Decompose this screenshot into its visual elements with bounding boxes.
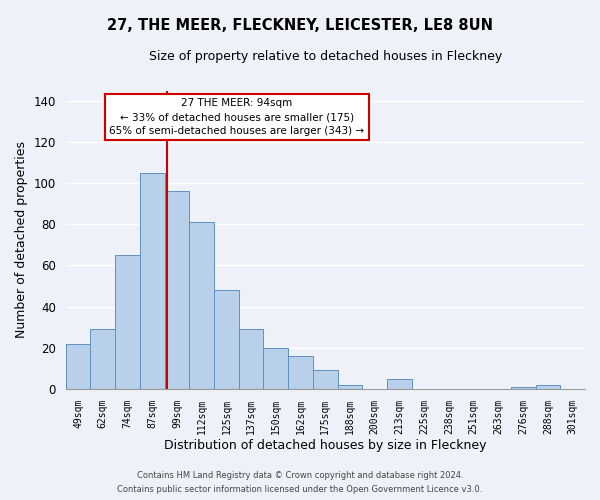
Bar [164, 192, 190, 389]
Bar [115, 255, 140, 389]
Bar [338, 385, 362, 389]
Bar [263, 348, 288, 389]
Bar [65, 344, 91, 389]
Bar [387, 378, 412, 389]
Bar [214, 290, 239, 389]
Bar [140, 173, 164, 389]
Bar [313, 370, 338, 389]
X-axis label: Distribution of detached houses by size in Fleckney: Distribution of detached houses by size … [164, 440, 487, 452]
Text: 27, THE MEER, FLECKNEY, LEICESTER, LE8 8UN: 27, THE MEER, FLECKNEY, LEICESTER, LE8 8… [107, 18, 493, 32]
Bar [536, 385, 560, 389]
Title: Size of property relative to detached houses in Fleckney: Size of property relative to detached ho… [149, 50, 502, 63]
Bar [239, 330, 263, 389]
Y-axis label: Number of detached properties: Number of detached properties [15, 142, 28, 338]
Bar [91, 330, 115, 389]
Bar [511, 387, 536, 389]
Text: Contains HM Land Registry data © Crown copyright and database right 2024.
Contai: Contains HM Land Registry data © Crown c… [118, 472, 482, 494]
Bar [288, 356, 313, 389]
Text: 27 THE MEER: 94sqm
← 33% of detached houses are smaller (175)
65% of semi-detach: 27 THE MEER: 94sqm ← 33% of detached hou… [109, 98, 365, 136]
Bar [190, 222, 214, 389]
